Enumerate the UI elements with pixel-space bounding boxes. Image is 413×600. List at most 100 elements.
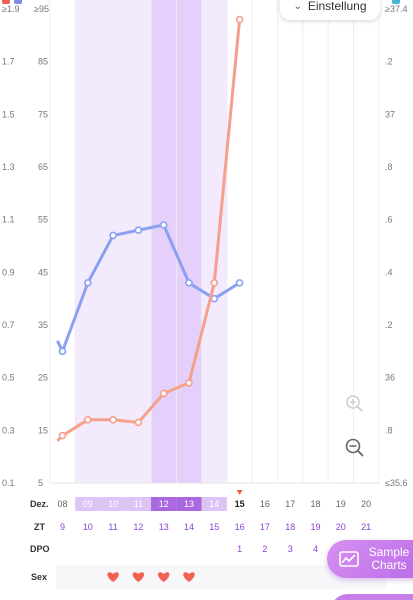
y-axis-inner-tick-label: 65 [38,162,48,172]
zoom-out-icon [345,438,364,457]
sex-row-label: Sex [31,572,47,582]
data-point-blue [159,221,168,229]
today-marker-icon [236,490,243,495]
day-chip [201,497,227,511]
y-axis-inner-tick-label: 55 [38,215,48,225]
y-axis-outer-tick-label: 1.1 [2,215,15,225]
y-axis-inner-tick-label: 45 [38,267,48,277]
day-chip [176,497,202,511]
date-label: 10 [108,499,118,509]
zt-value: 16 [235,522,245,532]
zt-value: 20 [336,522,346,532]
y-axis-outer-tick-label: 0.9 [2,267,15,277]
dpo-value: 2 [262,544,267,554]
dpo-value: 3 [288,544,293,554]
dpo-row-label: DPO [30,544,50,554]
day-chip [125,497,152,511]
y-axis-inner-tick-label: ≥95 [34,4,49,14]
zoom-in-icon [346,395,363,412]
data-point-salmon [235,15,244,24]
series-salmon-marker [2,0,10,4]
y-axis-inner-tick-label: 35 [38,320,48,330]
date-label: 15 [235,499,245,509]
data-point-blue [134,226,143,234]
date-label: 13 [184,499,194,509]
heart-icon [107,572,119,582]
y-axis-inner-tick-label: 15 [38,425,48,435]
y-axis-outer-tick-label: 0.7 [2,320,15,330]
data-point-salmon [84,415,92,424]
day-chip-cap [75,497,84,511]
y-axis-inner-tick-label: 5 [38,478,43,488]
settings-label: Einstellung [307,0,367,13]
date-label: 16 [260,499,270,509]
data-point-blue [58,347,67,356]
date-label: 19 [336,499,346,509]
sample-charts-button[interactable]: Sample Charts [327,540,413,578]
zt-value: 9 [60,522,65,532]
y-axis-right-tick-label: .8 [385,425,393,435]
data-point-salmon [185,379,193,387]
date-label: 20 [361,499,371,509]
series-temp-marker [392,0,400,4]
y-axis-outer-tick-label: 1.5 [2,109,15,119]
month-label: Dez. [30,499,49,509]
data-point-blue [109,231,117,240]
zt-value: 21 [361,522,371,532]
heart-icon [158,572,170,582]
y-axis-right-tick-label: ≤35.6 [385,478,407,488]
heart-icon [132,572,145,582]
sample-charts-label: Sample Charts [368,545,410,572]
day-chip [151,497,177,511]
zt-value: 15 [209,522,219,532]
y-axis-inner-tick-label: 85 [38,57,48,67]
zt-value: 11 [108,522,117,532]
dpo-value: 1 [237,544,242,554]
settings-button[interactable]: ⌄ Einstellung [280,0,380,20]
zoom-in-button[interactable] [341,390,369,418]
date-label: 14 [209,499,219,509]
zt-value: 13 [159,522,169,532]
data-point-blue [185,279,193,287]
data-point-salmon [134,418,143,427]
date-label: 17 [285,499,295,509]
y-axis-outer-tick-label: 1.7 [2,57,15,67]
y-axis-inner-tick-label: 25 [38,373,48,383]
data-point-blue [84,279,92,287]
zoom-out-button[interactable] [341,434,369,462]
data-point-blue [235,279,244,287]
secondary-fab[interactable] [330,594,413,600]
dpo-value: 4 [313,544,318,554]
zt-value: 19 [310,522,320,532]
y-axis-right-tick-label: ≥37.4 [385,4,407,14]
data-point-salmon [109,415,117,424]
data-point-salmon [58,431,67,440]
y-axis-right-tick-label: .6 [385,215,393,225]
y-axis-outer-tick-label: ≥1.9 [2,4,19,14]
date-label: 18 [310,499,320,509]
zt-value: 17 [260,522,270,532]
y-axis-outer-tick-label: 0.1 [2,478,15,488]
date-label: 08 [57,499,67,509]
series-blue-marker [14,0,22,4]
chevron-down-icon: ⌄ [293,0,302,12]
y-axis-outer-tick-label: 1.3 [2,162,15,172]
zt-value: 18 [285,522,295,532]
zt-row-label: ZT [34,522,45,532]
y-axis-right-tick-label: .8 [385,162,393,172]
date-label: 11 [134,499,143,509]
zt-value: 14 [184,522,194,532]
y-axis-right-tick-label: 36 [385,373,395,383]
date-label: 09 [83,499,93,509]
day-chip [100,497,126,511]
y-axis-outer-tick-label: 0.5 [2,373,15,383]
zt-value: 10 [83,522,93,532]
y-axis-right-tick-label: .4 [385,267,393,277]
data-point-salmon [159,389,168,398]
heart-icon [183,572,195,582]
y-axis-inner-tick-label: 75 [38,109,48,119]
y-axis-outer-tick-label: 0.3 [2,425,15,435]
y-axis-right-tick-label: .2 [385,320,393,330]
